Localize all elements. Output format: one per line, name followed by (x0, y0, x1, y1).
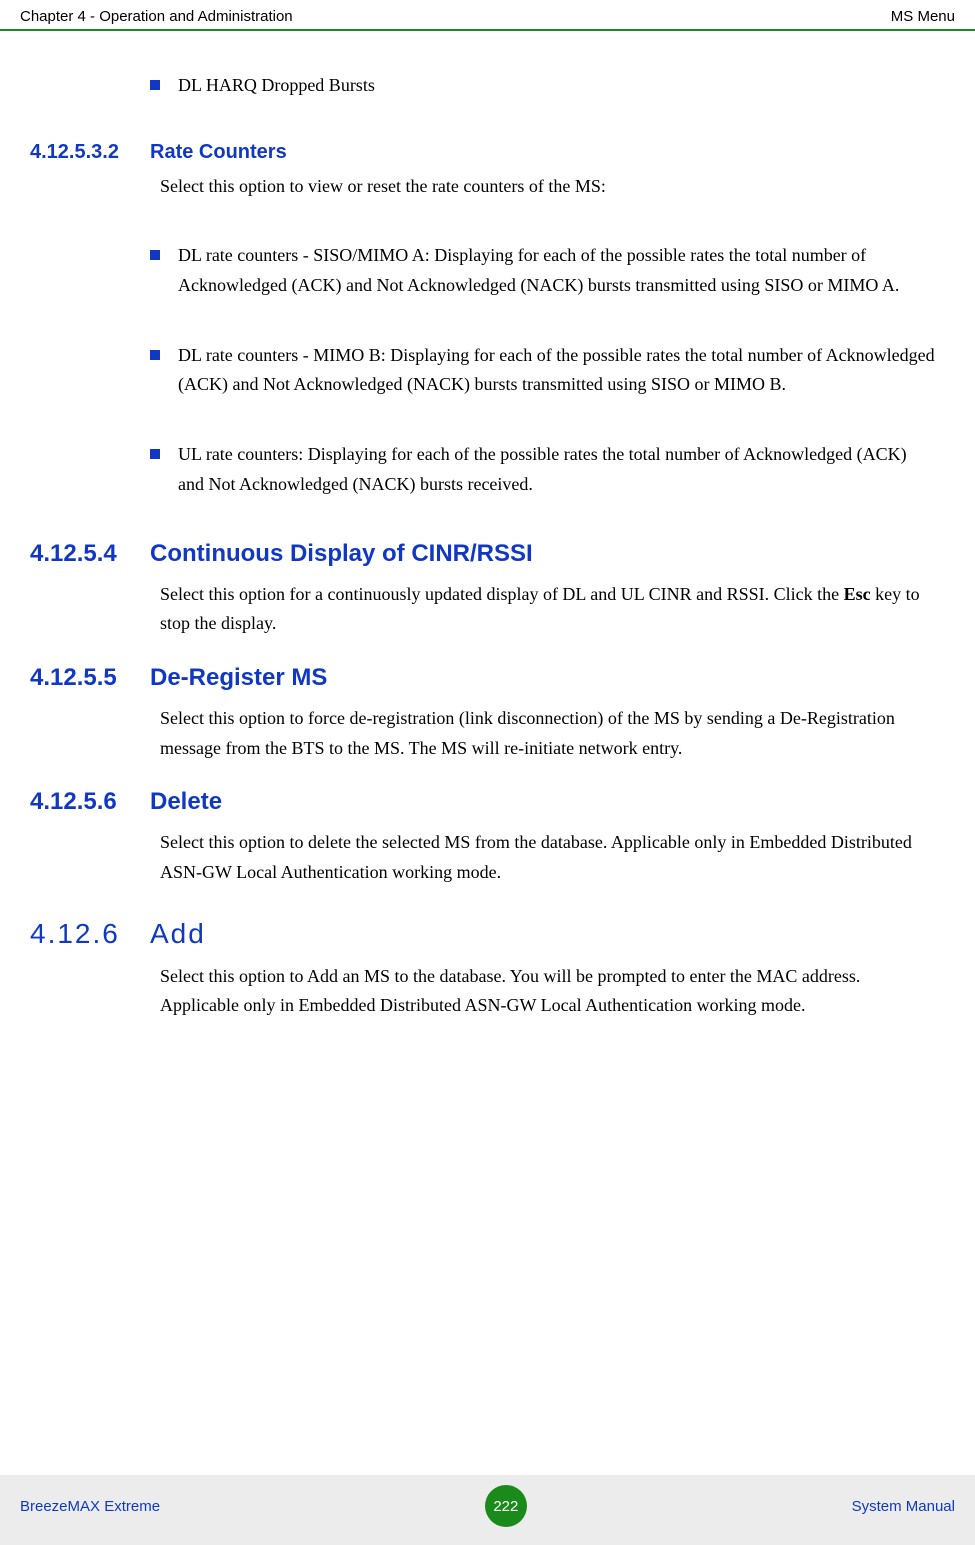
bullet-text: DL rate counters - MIMO B: Displaying fo… (178, 341, 935, 400)
section-title: Add (150, 918, 206, 950)
bullet-square-icon (150, 449, 160, 459)
header-left: Chapter 4 - Operation and Administration (20, 8, 293, 25)
footer-left: BreezeMAX Extreme (20, 1498, 160, 1515)
section-body: Select this option for a continuously up… (160, 580, 935, 639)
bullet-text: UL rate counters: Displaying for each of… (178, 440, 935, 499)
bullet-text: DL HARQ Dropped Bursts (178, 71, 935, 101)
section-title: Continuous Display of CINR/RSSI (150, 540, 533, 568)
page-number: 222 (493, 1498, 518, 1515)
body-pre: Select this option for a continuously up… (160, 584, 844, 604)
section-number: 4.12.5.4 (20, 540, 150, 568)
section-number: 4.12.5.3.2 (20, 141, 150, 164)
section-title: De-Register MS (150, 664, 327, 692)
page-header: Chapter 4 - Operation and Administration… (0, 0, 975, 31)
list-item: UL rate counters: Displaying for each of… (150, 440, 935, 499)
page-footer: BreezeMAX Extreme 222 System Manual (0, 1475, 975, 1545)
section-body: Select this option to force de-registrat… (160, 704, 935, 763)
list-item: DL rate counters - SISO/MIMO A: Displayi… (150, 241, 935, 300)
section-title: Delete (150, 788, 222, 816)
bullet-text: DL rate counters - SISO/MIMO A: Displayi… (178, 241, 935, 300)
list-item: DL rate counters - MIMO B: Displaying fo… (150, 341, 935, 400)
page-content: DL HARQ Dropped Bursts 4.12.5.3.2 Rate C… (0, 71, 975, 1021)
header-right: MS Menu (891, 8, 955, 25)
bullet-square-icon (150, 350, 160, 360)
list-item: DL HARQ Dropped Bursts (150, 71, 935, 101)
section-deregister: 4.12.5.5 De-Register MS (20, 664, 955, 692)
section-add: 4.12.6 Add (20, 918, 955, 950)
section-rate-counters: 4.12.5.3.2 Rate Counters (20, 141, 955, 164)
section-number: 4.12.6 (20, 918, 150, 950)
section-number: 4.12.5.5 (20, 664, 150, 692)
bullet-square-icon (150, 80, 160, 90)
section-cinr-rssi: 4.12.5.4 Continuous Display of CINR/RSSI (20, 540, 955, 568)
bullet-square-icon (150, 250, 160, 260)
section-number: 4.12.5.6 (20, 788, 150, 816)
page-number-badge: 222 (485, 1485, 527, 1527)
section-title: Rate Counters (150, 141, 287, 164)
section-body: Select this option to delete the selecte… (160, 828, 935, 887)
body-bold: Esc (844, 584, 871, 604)
section-intro: Select this option to view or reset the … (160, 172, 935, 202)
section-body: Select this option to Add an MS to the d… (160, 962, 935, 1021)
section-delete: 4.12.5.6 Delete (20, 788, 955, 816)
footer-right: System Manual (852, 1498, 955, 1515)
